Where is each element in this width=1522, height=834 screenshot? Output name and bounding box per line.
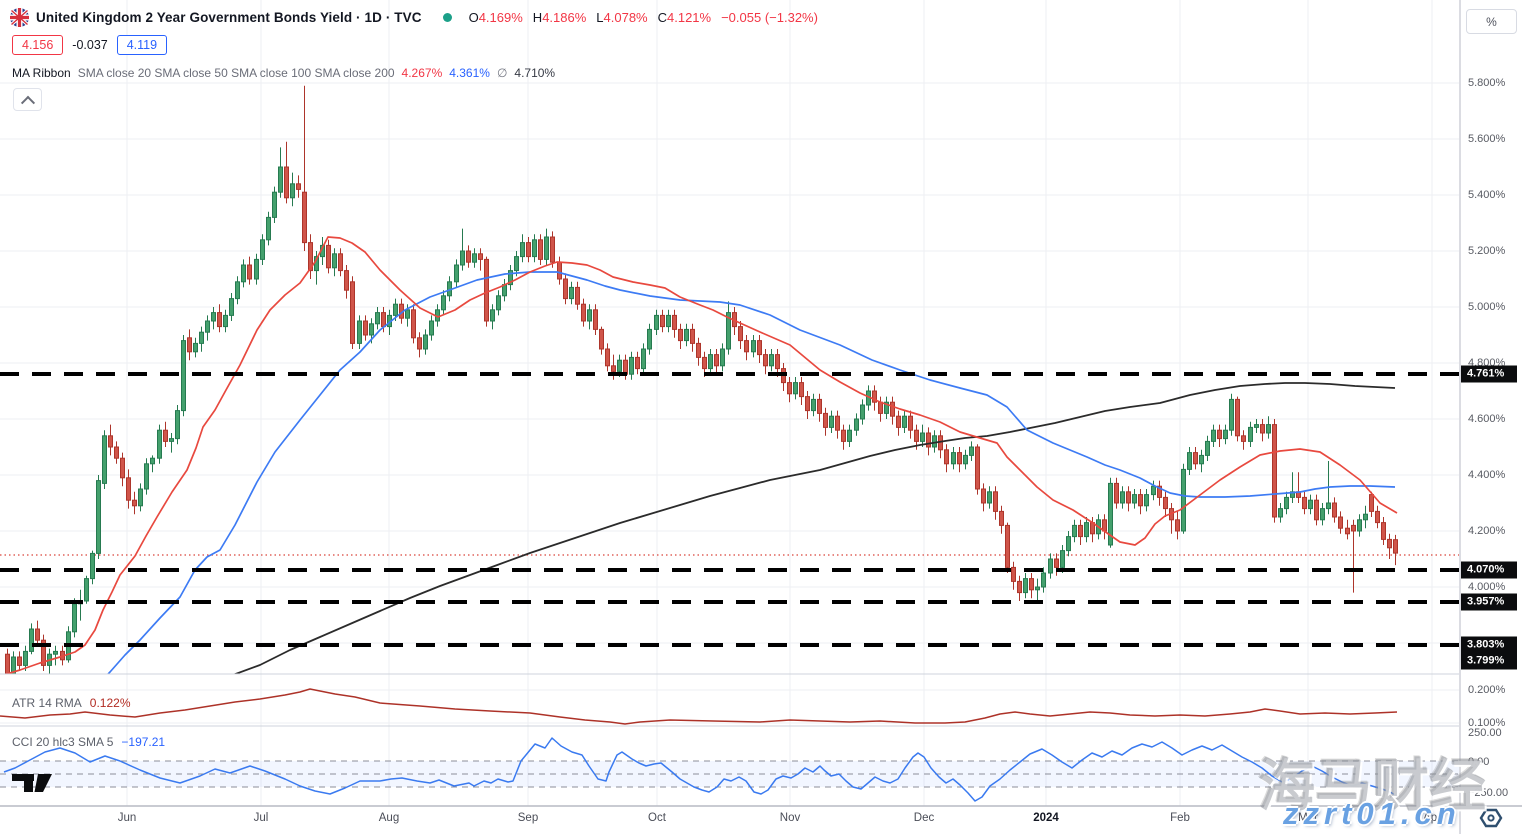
time-tick-label: Mar xyxy=(1298,812,1318,824)
time-tick-label: Apr xyxy=(1423,812,1441,824)
gridlines xyxy=(0,0,1459,806)
price-scale-unit-button[interactable]: % xyxy=(1466,9,1517,34)
buy-price-button[interactable]: 4.119 xyxy=(116,35,168,55)
watermark-site-url: zzrt01.cn xyxy=(1283,796,1461,831)
price-tick-label: 5.400% xyxy=(1468,189,1506,201)
ohlc-values: O4.169% H4.186% L4.078% C4.121% −0.055 (… xyxy=(468,10,818,25)
price-level-label: 3.799% xyxy=(1461,652,1517,670)
price-level-label: 3.803% xyxy=(1461,636,1517,654)
cci-pane xyxy=(0,737,1459,802)
ma-ribbon-params: SMA close 20 SMA close 50 SMA close 100 … xyxy=(77,66,395,80)
chevron-up-icon xyxy=(20,95,35,110)
atr-indicator-legend[interactable]: ATR 14 RMA 0.122% xyxy=(12,696,131,710)
price-tick-label: 4.000% xyxy=(1468,581,1506,593)
time-tick-label: 2024 xyxy=(1033,812,1059,824)
time-tick-label: Feb xyxy=(1170,812,1190,824)
cci-line xyxy=(3,737,1398,802)
price-tick-label: 5.000% xyxy=(1468,301,1506,313)
price-pane xyxy=(0,85,1459,674)
symbol-title[interactable]: United Kingdom 2 Year Government Bonds Y… xyxy=(36,10,422,25)
sma200-line xyxy=(232,382,1396,674)
cci-tick-label: 250.00 xyxy=(1468,727,1502,739)
cci-tick-label: −250.00 xyxy=(1468,787,1509,799)
price-level-label: 4.761% xyxy=(1461,365,1517,383)
atr-tick-label: 0.100% xyxy=(1468,717,1506,729)
sma50-line xyxy=(106,271,1396,674)
market-status-dot xyxy=(442,13,452,22)
quote-row: 4.156 -0.037 4.119 xyxy=(12,35,168,55)
price-tick-label: 5.600% xyxy=(1468,133,1506,145)
atr-pane xyxy=(0,688,1398,725)
price-tick-label: 4.400% xyxy=(1468,469,1506,481)
ma-ribbon-legend[interactable]: MA Ribbon SMA close 20 SMA close 50 SMA … xyxy=(12,66,555,80)
time-tick-label: Aug xyxy=(378,812,400,824)
price-tick-label: 5.200% xyxy=(1468,245,1506,257)
sma20-line xyxy=(3,236,1398,674)
sma100-hidden-icon: ∅ xyxy=(496,66,508,80)
time-tick-label: Sep xyxy=(517,812,539,824)
cci-value: −197.21 xyxy=(121,735,166,749)
cci-label: CCI 20 hlc3 SMA 5 xyxy=(12,735,114,749)
time-tick-label: Jul xyxy=(253,812,269,824)
symbol-legend[interactable]: United Kingdom 2 Year Government Bonds Y… xyxy=(10,8,818,27)
spread-value: -0.037 xyxy=(72,38,108,52)
watermark-brand: 海马财经 xyxy=(1258,754,1486,818)
time-tick-label: Nov xyxy=(779,812,801,824)
price-level-label: 4.070% xyxy=(1461,561,1517,579)
price-tick-label: 4.600% xyxy=(1468,413,1506,425)
gear-icon[interactable] xyxy=(1479,807,1503,829)
sell-price-button[interactable]: 4.156 xyxy=(12,35,64,55)
atr-label: ATR 14 RMA xyxy=(12,696,82,710)
atr-tick-label: 0.200% xyxy=(1468,684,1506,696)
time-tick-label: Oct xyxy=(648,812,666,824)
time-tick-label: Dec xyxy=(913,812,935,824)
tradingview-logo[interactable] xyxy=(12,772,56,794)
cci-indicator-legend[interactable]: CCI 20 hlc3 SMA 5 −197.21 xyxy=(12,735,165,749)
price-tick-label: 5.800% xyxy=(1468,77,1506,89)
sma20-value: 4.267% xyxy=(401,66,443,80)
candlestick-series xyxy=(5,85,1398,674)
cci-tick-label: 0.00 xyxy=(1468,756,1490,768)
time-tick-label: Jun xyxy=(117,812,137,824)
uk-flag-icon xyxy=(10,8,29,27)
sma50-value: 4.361% xyxy=(449,66,490,80)
ma-ribbon-label: MA Ribbon xyxy=(12,66,71,80)
sma200-value: 4.710% xyxy=(514,66,556,80)
price-tick-label: 4.200% xyxy=(1468,525,1506,537)
atr-line xyxy=(0,688,1398,725)
price-level-label: 3.957% xyxy=(1461,593,1517,611)
collapse-legend-button[interactable] xyxy=(13,88,42,111)
atr-value: 0.122% xyxy=(89,696,131,710)
change-value: −0.055 (−1.32%) xyxy=(721,10,818,25)
